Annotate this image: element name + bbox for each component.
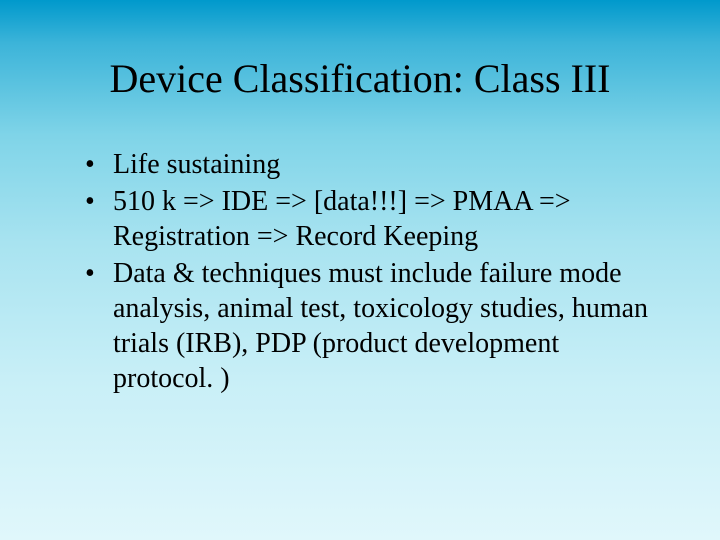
bullet-item: Life sustaining	[85, 147, 655, 182]
bullet-item: Data & techniques must include failure m…	[85, 256, 655, 396]
bullet-item: 510 k => IDE => [data!!!] => PMAA => Reg…	[85, 184, 655, 254]
slide-container: Device Classification: Class III Life su…	[0, 0, 720, 540]
slide-title: Device Classification: Class III	[65, 55, 655, 102]
bullet-list: Life sustaining 510 k => IDE => [data!!!…	[65, 147, 655, 396]
